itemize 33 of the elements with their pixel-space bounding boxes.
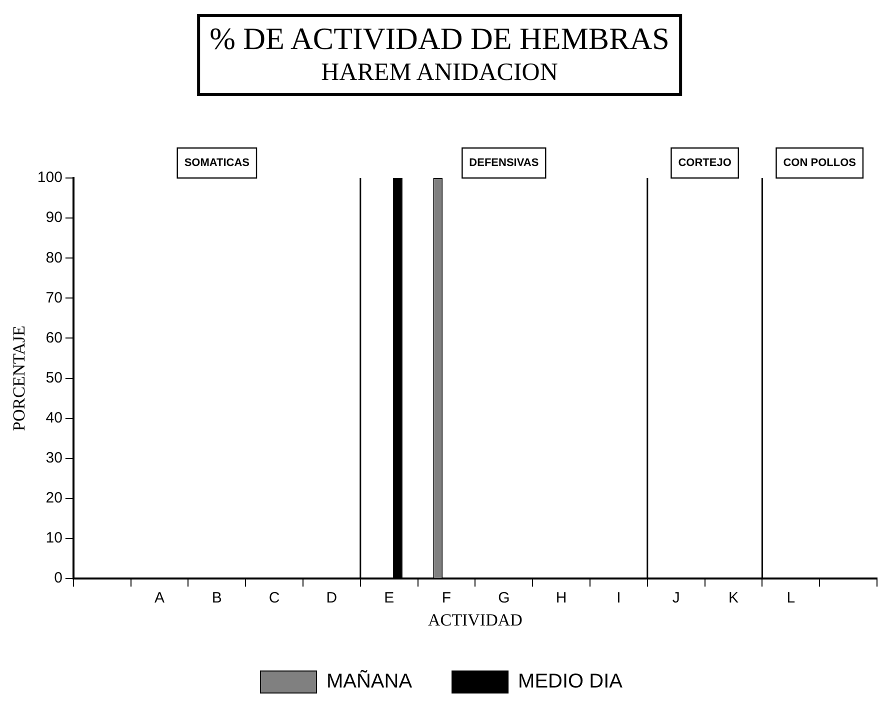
y-tick-label: 50 <box>46 369 62 386</box>
y-tick-label: 30 <box>46 450 62 467</box>
y-tick-label: 90 <box>46 209 62 226</box>
x-tick-label: E <box>384 590 394 607</box>
text: CORTEJO <box>678 157 732 170</box>
x-tick-label: D <box>326 590 338 607</box>
x-tick-label: K <box>728 590 739 607</box>
y-tick-label: 80 <box>46 249 62 266</box>
legend-label: MAÑANA <box>326 670 413 693</box>
x-tick-label: C <box>268 590 280 607</box>
y-tick-label: 10 <box>46 530 62 547</box>
y-axis-title: PORCENTAJE <box>10 326 29 431</box>
x-tick-label: H <box>556 590 567 607</box>
chart-title: % DE ACTIVIDAD DE HEMBRAS <box>210 20 670 58</box>
y-tick-label: 100 <box>37 169 62 186</box>
text: DEFENSIVAS <box>469 157 539 170</box>
x-tick-label: B <box>212 590 222 607</box>
y-tick-label: 70 <box>46 289 62 306</box>
x-tick-label: G <box>498 590 510 607</box>
text: SOMATICAS <box>184 157 250 170</box>
x-tick-label: F <box>442 590 452 607</box>
x-axis-title: ACTIVIDAD <box>428 610 522 630</box>
y-tick-label: 0 <box>54 570 62 587</box>
x-tick-label: A <box>154 590 165 607</box>
legend-label: MEDIO DIA <box>518 670 624 693</box>
y-tick-label: 20 <box>46 490 62 507</box>
chart-subtitle: HAREM ANIDACION <box>320 59 559 87</box>
x-tick-label: L <box>786 590 796 607</box>
text: CON POLLOS <box>783 157 856 170</box>
x-tick-label: J <box>672 590 680 607</box>
x-tick-label: I <box>616 590 621 607</box>
y-tick-label: 40 <box>46 410 62 426</box>
y-tick-label: 60 <box>46 329 62 346</box>
